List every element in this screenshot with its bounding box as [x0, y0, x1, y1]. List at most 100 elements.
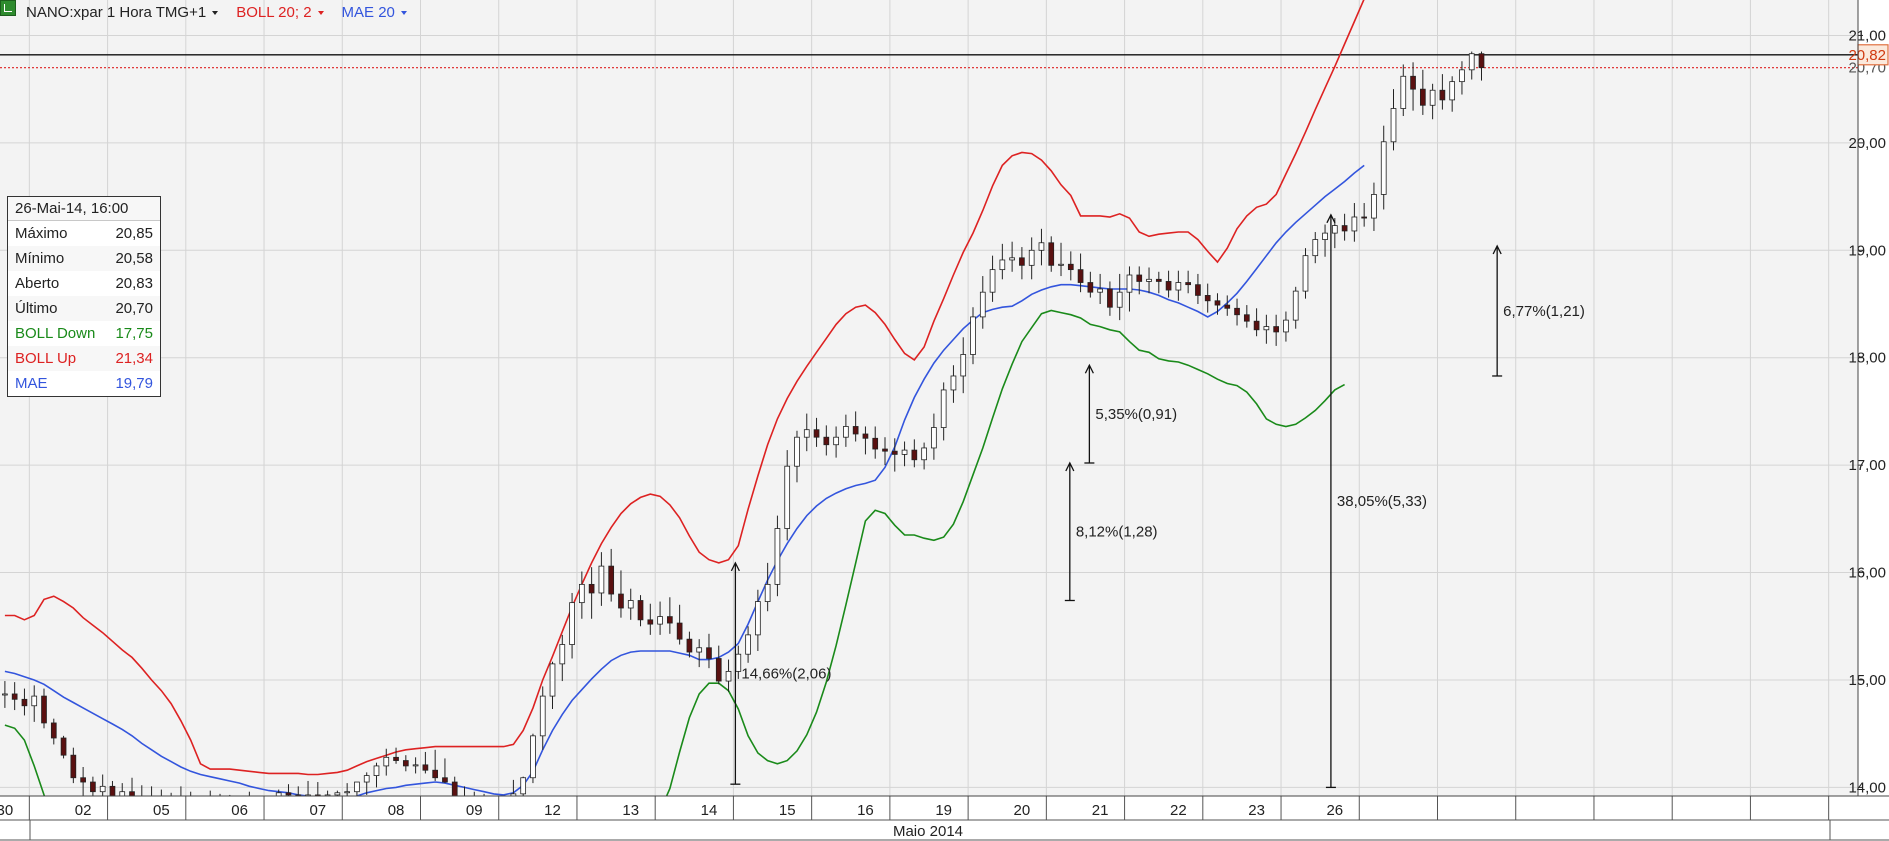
x-tick-label: 19 [935, 802, 952, 819]
y-axis-bg [1860, 0, 1889, 796]
candle [1038, 228, 1045, 266]
candle-body [363, 775, 370, 783]
candle-body [90, 781, 96, 793]
candle [1292, 286, 1299, 329]
candle [637, 595, 644, 627]
candle [1410, 62, 1416, 111]
candle [989, 255, 996, 302]
candle-body [1077, 269, 1084, 283]
candle [1224, 295, 1231, 316]
boll-label: BOLL 20; 2 [236, 3, 312, 21]
candle-body [950, 375, 957, 391]
candle-body [725, 670, 732, 682]
chevron-down-icon [212, 11, 219, 15]
arrow-up-icon [1084, 363, 1094, 374]
candle-body [1146, 278, 1152, 282]
range-annotations[interactable]: 14,66%(2,06) 8,12%(1,28) 5,35%(0,91) 38,05%… [730, 213, 1585, 789]
candle [1371, 182, 1377, 231]
candle-body [1097, 288, 1103, 293]
candle-body [1058, 263, 1064, 266]
symbol-label: NANO:xpar 1 Hora TMG+1 [26, 3, 207, 21]
candle [363, 772, 370, 795]
candle [1116, 273, 1123, 321]
candle [627, 588, 634, 620]
candle [1273, 314, 1279, 346]
candle [1195, 273, 1201, 305]
info-box-title: 26-Mai-14, 16:00 [8, 197, 160, 221]
candle-body [1224, 304, 1231, 309]
x-tick-label: 16 [857, 802, 874, 819]
candle [891, 438, 898, 472]
candle [608, 548, 615, 602]
candle-body [1449, 81, 1456, 101]
candle [618, 570, 624, 618]
candle-body [1214, 300, 1221, 306]
candle-body [1067, 263, 1074, 271]
candle-body [60, 737, 67, 756]
x-tick-label: 12 [544, 802, 561, 819]
candle [686, 631, 693, 658]
candle [1058, 242, 1064, 277]
range-annotation[interactable]: 5,35%(0,91) [1084, 363, 1177, 464]
candle [1028, 237, 1035, 280]
range-annotation[interactable]: 6,77%(1,21) [1492, 244, 1585, 377]
candle [80, 766, 86, 801]
info-row-label: Mínimo [15, 250, 65, 267]
candle-body [843, 426, 849, 438]
candle [1097, 273, 1103, 305]
symbol-selector[interactable]: NANO:xpar 1 Hora TMG+1 [26, 3, 219, 21]
candle-body [11, 693, 18, 700]
candle [813, 417, 820, 447]
candle [676, 604, 683, 645]
x-tick-label: 21 [1092, 802, 1109, 819]
candle-body [1107, 288, 1113, 308]
x-axis-label: Maio 2014 [893, 823, 963, 840]
x-tick-label: 02 [75, 802, 92, 819]
candle-body [774, 528, 781, 585]
boll-indicator-selector[interactable]: BOLL 20; 2 [236, 3, 324, 21]
candle [745, 626, 751, 663]
candle-body [921, 447, 927, 461]
plot-area[interactable] [0, 0, 1858, 796]
candle-body [569, 602, 575, 645]
candle-body [882, 448, 888, 452]
x-tick-label: 22 [1170, 802, 1187, 819]
candle-body [1459, 69, 1465, 83]
info-row: BOLL Down 17,75 [8, 321, 160, 346]
candle [1331, 218, 1338, 249]
range-annotation-label: 5,35%(0,91) [1095, 406, 1177, 423]
candle-body [715, 658, 722, 682]
range-annotation[interactable]: 38,05%(5,33) [1325, 213, 1427, 789]
candle-body [1341, 225, 1348, 232]
candle [549, 661, 556, 709]
info-row-label: Último [15, 300, 58, 317]
candle-body [931, 427, 937, 449]
candle [1390, 89, 1397, 151]
candle-body [80, 777, 86, 783]
candle-body [745, 634, 751, 655]
candle [921, 442, 927, 470]
candle-body [559, 644, 566, 665]
candle [11, 682, 18, 711]
range-annotation[interactable]: 8,12%(1,28) [1064, 461, 1158, 602]
candle-body [41, 695, 47, 724]
candle [784, 450, 791, 541]
mae-label: MAE 20 [341, 3, 395, 21]
info-row-value: 20,83 [115, 275, 153, 292]
range-annotation[interactable]: 14,66%(2,06) [730, 561, 831, 785]
candle [979, 276, 986, 329]
candle-body [1322, 232, 1328, 240]
x-tick-label: 14 [701, 802, 718, 819]
candle-body [520, 777, 527, 795]
candle-body [579, 583, 585, 604]
candle-body [530, 735, 536, 779]
candle [60, 735, 67, 759]
candle [940, 382, 947, 441]
candle-body [99, 785, 106, 793]
y-tick-label: 17,00 [1848, 457, 1886, 474]
candle-body [1136, 274, 1143, 282]
mae-indicator-selector[interactable]: MAE 20 [342, 4, 407, 21]
arrow-up-icon [1065, 461, 1075, 472]
candle [1087, 271, 1094, 298]
